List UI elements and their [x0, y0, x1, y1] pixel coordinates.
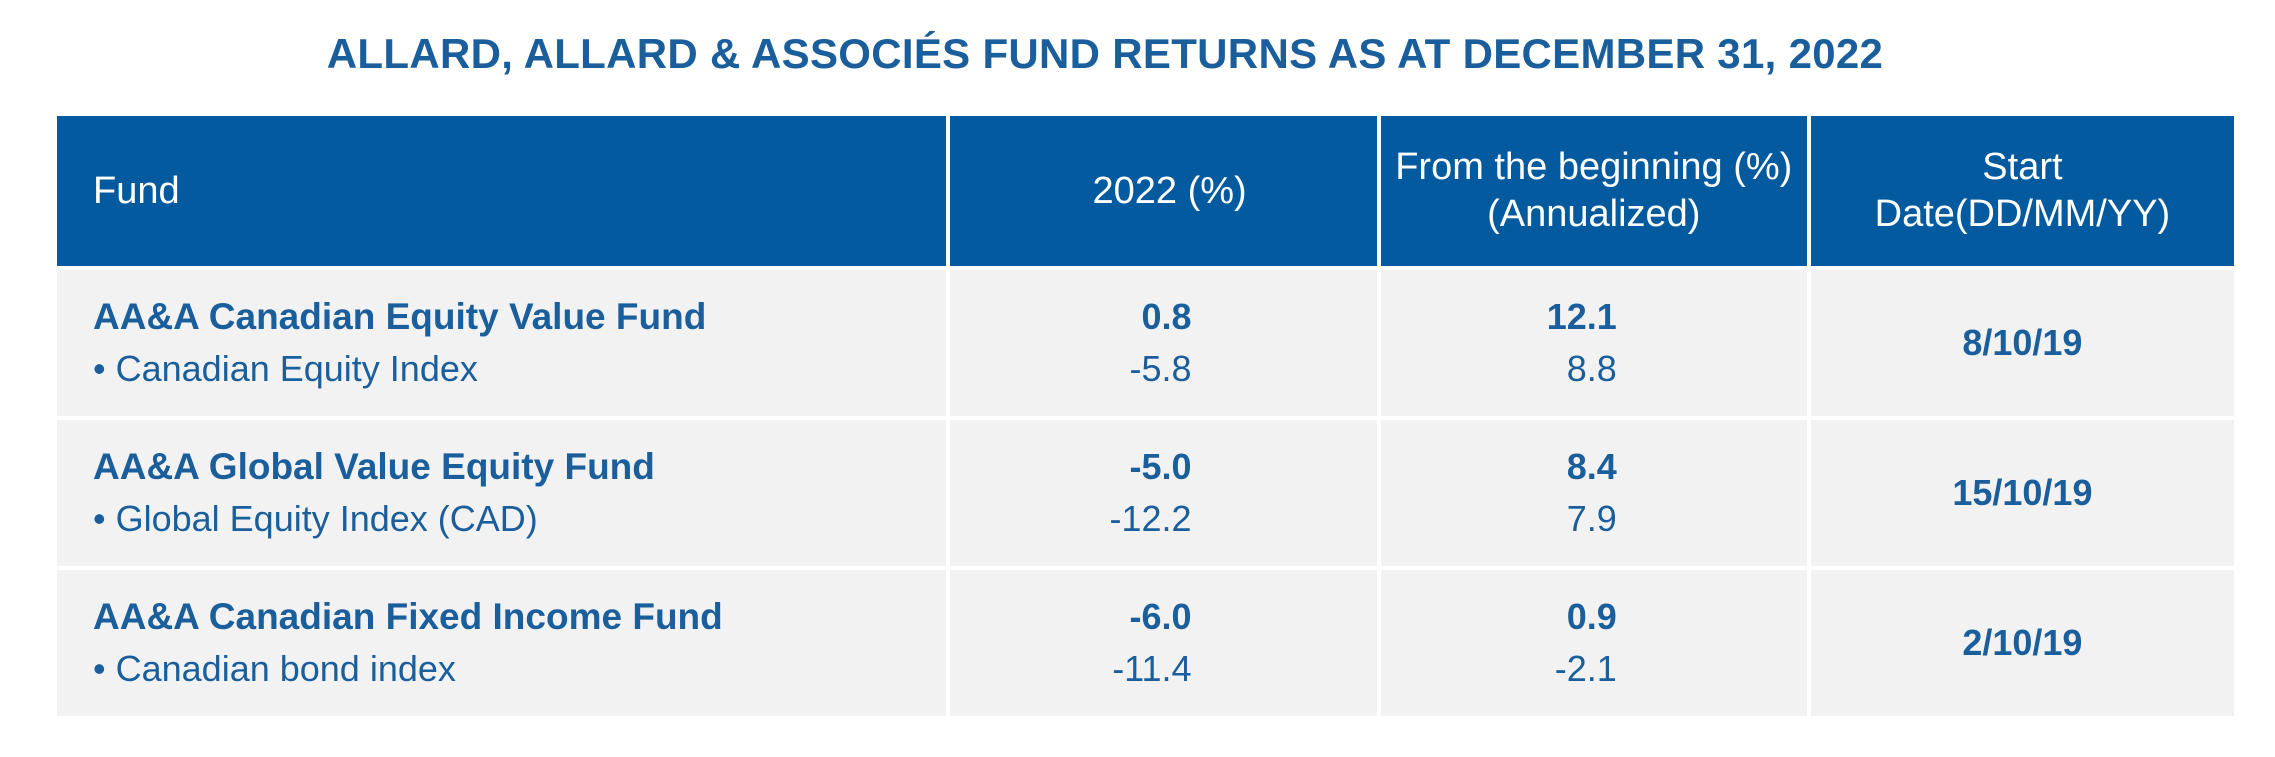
fund-name: AA&A Canadian Equity Value Fund [93, 296, 707, 337]
return-since-cell: 8.4 7.9 [1380, 420, 1807, 566]
benchmark-name: • Global Equity Index (CAD) [93, 498, 538, 539]
return-since-cell: 0.9 -2.1 [1380, 570, 1807, 716]
start-date-cell: 8/10/19 [1810, 270, 2235, 416]
table-row: AA&A Global Value Equity Fund • Global E… [57, 420, 2235, 566]
fund-return-since: 12.1 [1546, 296, 1617, 337]
benchmark-return-2022: -5.8 [1129, 348, 1192, 389]
header-since-label: From the beginning (%) (Annualized) [1395, 146, 1793, 235]
benchmark-return-since: 8.8 [1566, 348, 1617, 389]
return-2022-cell: -5.0 -12.2 [950, 420, 1377, 566]
fund-name: AA&A Global Value Equity Fund [93, 446, 655, 487]
header-since-inception: From the beginning (%) (Annualized) [1380, 116, 1807, 266]
header-fund-label: Fund [93, 169, 180, 212]
start-date-cell: 2/10/19 [1810, 570, 2235, 716]
start-date: 15/10/19 [1952, 472, 2093, 513]
benchmark-return-2022: -11.4 [1112, 648, 1192, 689]
fund-return-since: 0.9 [1566, 596, 1617, 637]
start-date-cell: 15/10/19 [1810, 420, 2235, 566]
start-date: 8/10/19 [1962, 322, 2083, 363]
page-title: ALLARD, ALLARD & ASSOCIÉS FUND RETURNS A… [326, 30, 1884, 77]
benchmark-return-since: -2.1 [1554, 648, 1617, 689]
table-header-row: Fund 2022 (%) From the beginning (%) (An… [57, 116, 2234, 266]
fund-return-2022: 0.8 [1141, 296, 1192, 337]
fund-returns-table: Fund 2022 (%) From the beginning (%) (An… [57, 116, 2235, 716]
benchmark-return-2022: -12.2 [1109, 498, 1192, 539]
fund-return-2022: -5.0 [1129, 446, 1192, 487]
return-2022-cell: 0.8 -5.8 [950, 270, 1377, 416]
header-2022-label: 2022 (%) [1092, 169, 1247, 212]
benchmark-name: • Canadian Equity Index [93, 348, 478, 389]
fund-cell: AA&A Canadian Fixed Income Fund • Canadi… [57, 570, 947, 716]
benchmark-name: • Canadian bond index [93, 648, 456, 689]
table-row: AA&A Canadian Fixed Income Fund • Canadi… [57, 570, 2235, 716]
header-2022: 2022 (%) [950, 116, 1377, 266]
fund-cell: AA&A Global Value Equity Fund • Global E… [57, 420, 947, 566]
header-start-label: Start Date(DD/MM/YY) [1874, 146, 2171, 235]
fund-cell: AA&A Canadian Equity Value Fund • Canadi… [57, 270, 947, 416]
benchmark-return-since: 7.9 [1566, 498, 1617, 539]
return-since-cell: 12.1 8.8 [1380, 270, 1807, 416]
start-date: 2/10/19 [1962, 622, 2083, 663]
fund-return-2022: -6.0 [1129, 596, 1192, 637]
fund-return-since: 8.4 [1566, 446, 1617, 487]
table-row: AA&A Canadian Equity Value Fund • Canadi… [57, 270, 2235, 416]
header-start-date: Start Date(DD/MM/YY) [1810, 116, 2234, 266]
header-fund: Fund [57, 116, 947, 266]
fund-name: AA&A Canadian Fixed Income Fund [93, 596, 723, 637]
return-2022-cell: -6.0 -11.4 [950, 570, 1377, 716]
